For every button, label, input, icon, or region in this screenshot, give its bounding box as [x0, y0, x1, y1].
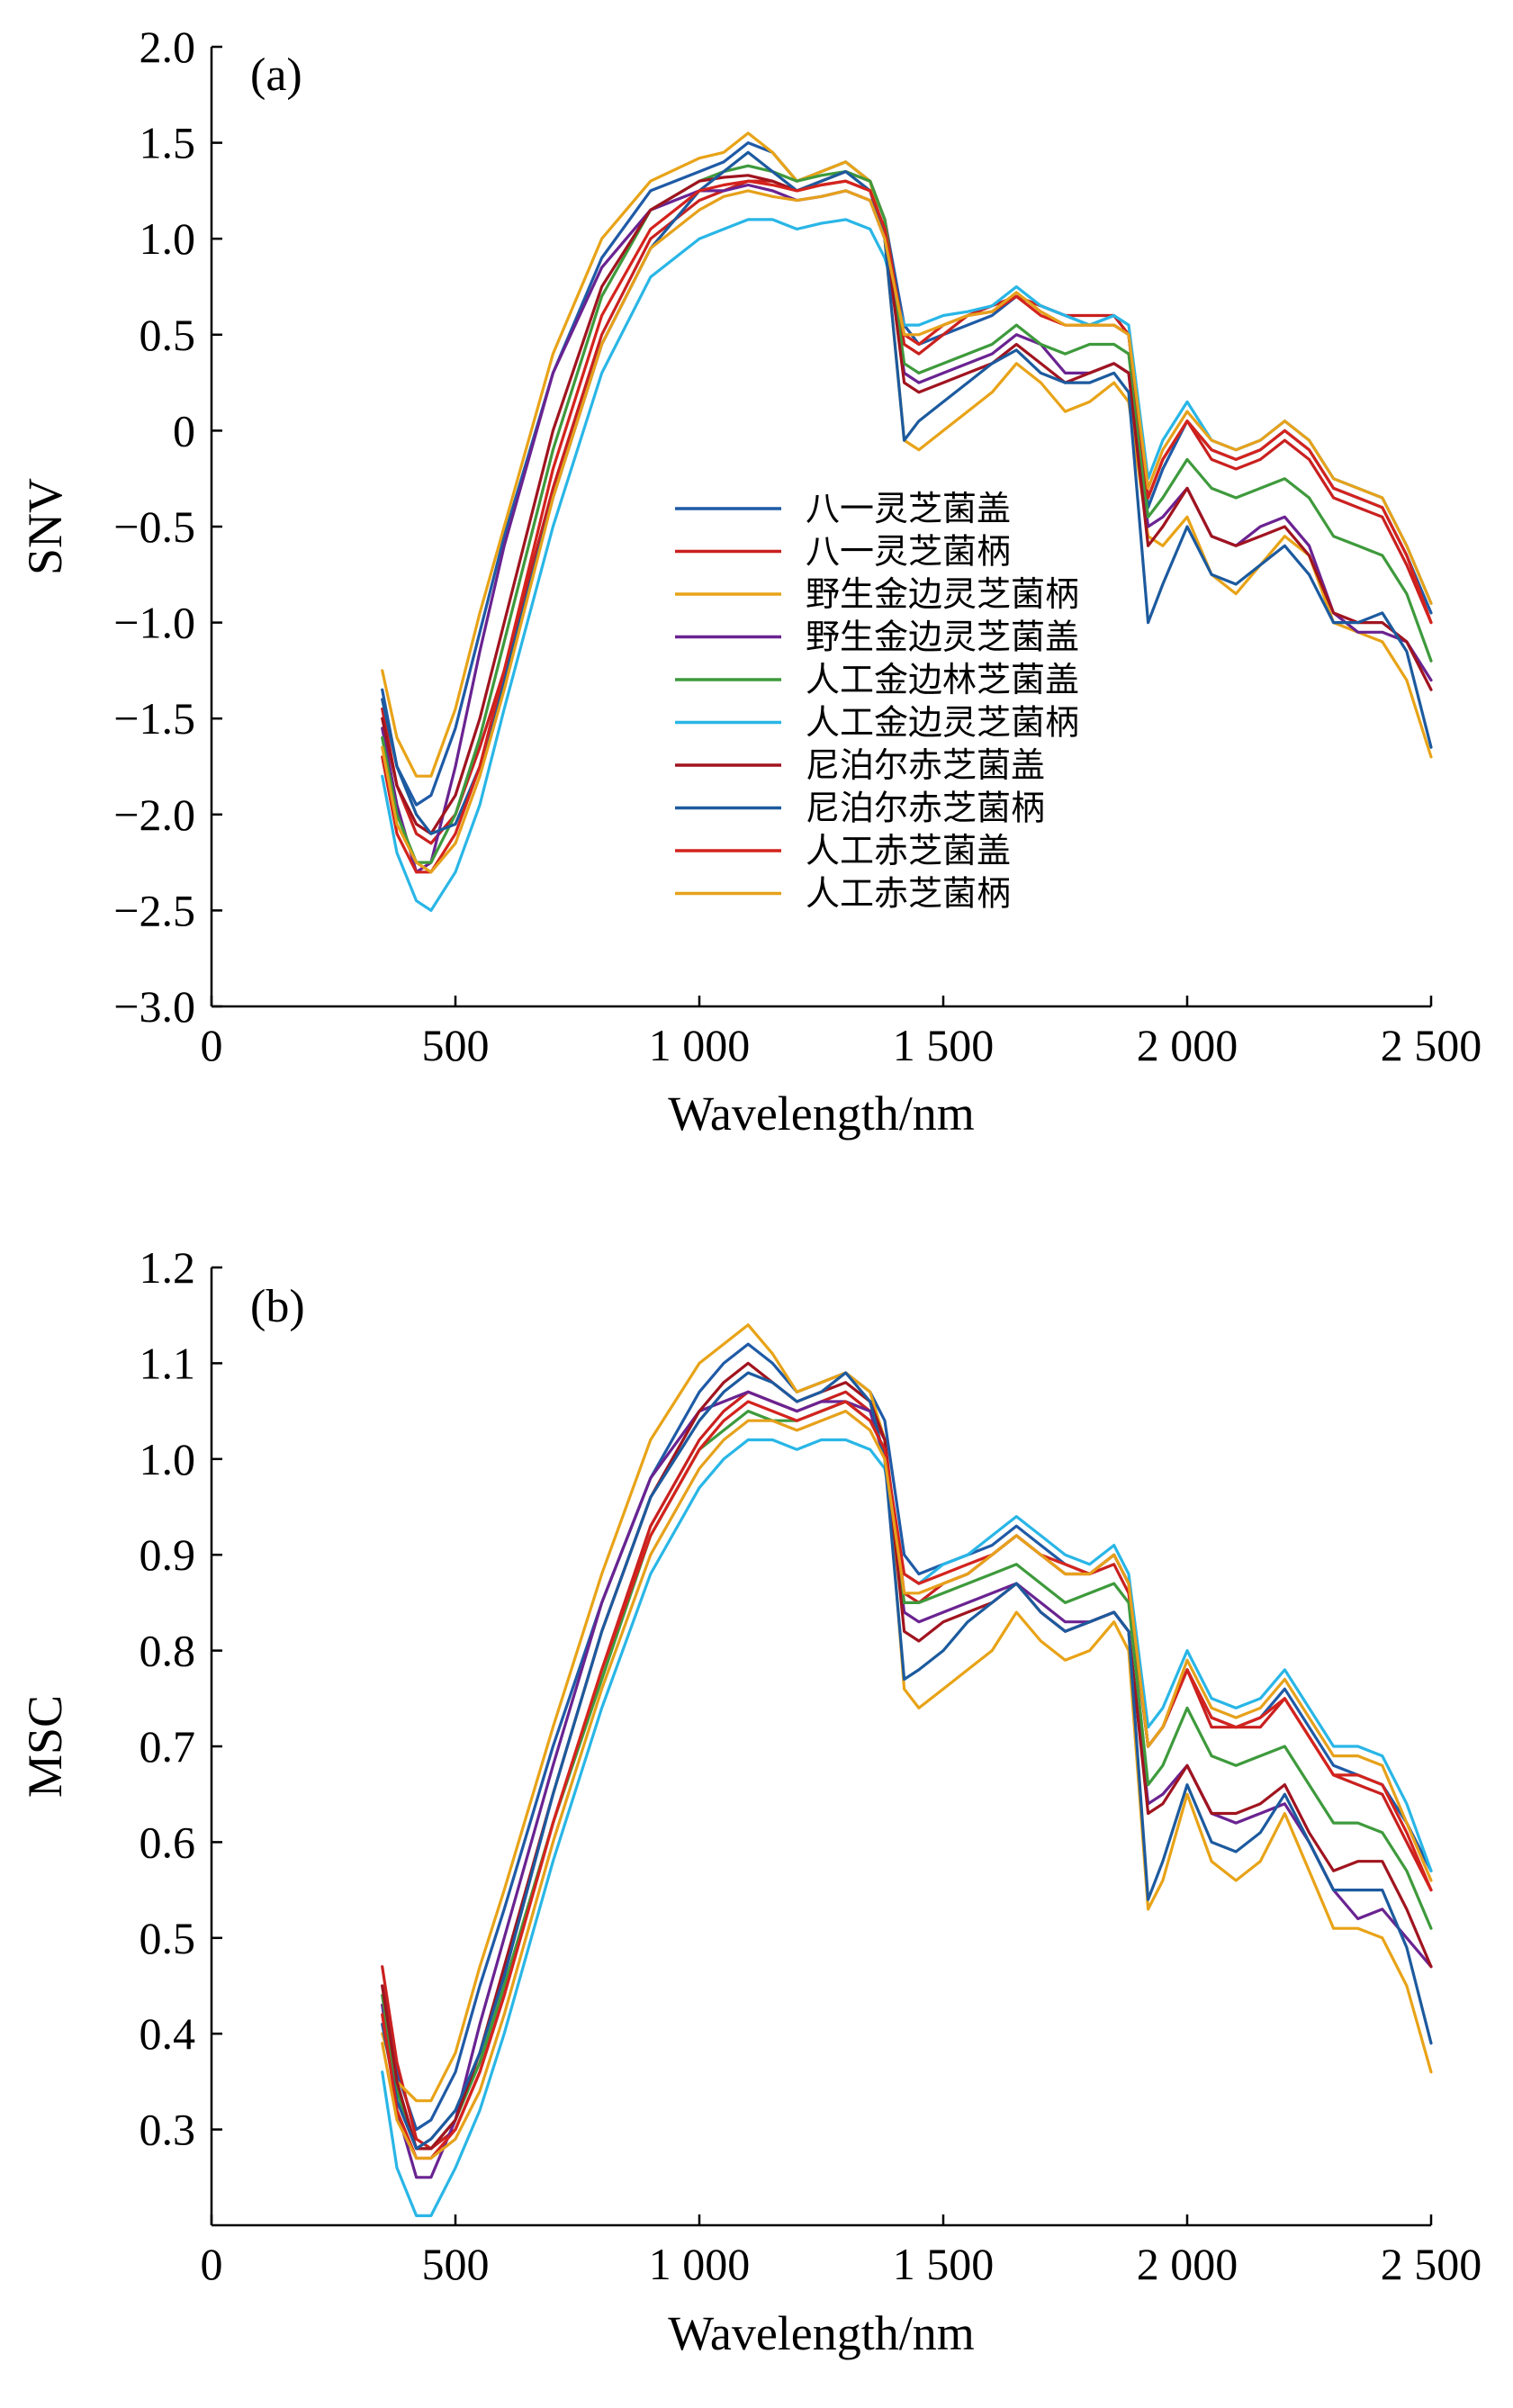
- series-line-2: [381, 170, 1433, 845]
- series-line-3: [381, 1323, 1433, 2103]
- y-tick-label: 1.0: [140, 1434, 196, 1484]
- y-tick-label: 0.7: [140, 1721, 196, 1772]
- y-tick-label: −1.5: [113, 693, 195, 744]
- y-tick-label: 0.8: [140, 1626, 196, 1676]
- series-line-8: [381, 1371, 1433, 2151]
- series-line-10: [381, 1409, 1433, 2160]
- legend-label-5: 人工金边林芝菌盖: [806, 660, 1079, 699]
- y-tick-label: 0.5: [140, 310, 196, 360]
- x-tick-label: 2 000: [1137, 2239, 1238, 2289]
- series-line-9: [381, 1400, 1433, 2160]
- chart-panel-a: 0 500 1 000 1 500 2 000 2 500 −3.0 −2.5 −2.0 −1.5…: [18, 22, 1481, 1141]
- y-tick-label: 1.5: [140, 118, 196, 168]
- y-tick-label: 0.6: [140, 1817, 196, 1867]
- panel-label: (b): [250, 1281, 305, 1332]
- legend-label-8: 尼泊尔赤芝菌柄: [806, 789, 1045, 828]
- legend-label-3: 野生金边灵芝菌柄: [806, 574, 1079, 614]
- y-tick-label: 0: [173, 405, 195, 455]
- y-tick-label: −2.0: [113, 789, 195, 840]
- panel-label: (a): [250, 50, 302, 101]
- y-tick-label: −1.0: [113, 598, 195, 648]
- chart-panel-b: 0 500 1 000 1 500 2 000 2 500 0.3 0.4 0.5 0.6 0.7 0…: [18, 1242, 1481, 2360]
- x-tick-label: 1 500: [893, 2239, 995, 2289]
- x-axis-title: Wavelength/nm: [668, 2306, 975, 2360]
- legend-label-7: 尼泊尔赤芝菌盖: [806, 745, 1045, 785]
- y-tick-label: 1.2: [140, 1242, 196, 1293]
- legend-label-4: 野生金边灵芝菌盖: [806, 618, 1079, 657]
- y-tick-label: −0.5: [113, 501, 195, 552]
- y-axis-title: SNV: [18, 478, 72, 575]
- legend-label-6: 人工金边灵芝菌柄: [806, 703, 1079, 743]
- series-line-4: [381, 1390, 1433, 2179]
- x-tick-label: 2 500: [1381, 2239, 1482, 2289]
- legend-label-2: 八一灵芝菌柄: [806, 532, 1011, 572]
- series-line-1: [381, 1342, 1433, 2132]
- series-line-4: [381, 183, 1433, 874]
- x-tick-label: 1 000: [649, 1020, 751, 1070]
- x-tick-label: 0: [201, 1020, 223, 1070]
- series-line-5: [381, 164, 1433, 864]
- y-tick-label: 0.4: [140, 2008, 196, 2059]
- legend-label-1: 八一灵芝菌盖: [806, 489, 1011, 528]
- x-tick-label: 2 500: [1381, 1020, 1482, 1070]
- x-tick-label: 500: [422, 1020, 490, 1070]
- y-tick-label: −3.0: [113, 981, 195, 1032]
- y-tick-label: 0.9: [140, 1529, 196, 1580]
- series-line-7: [381, 174, 1433, 835]
- x-tick-label: 500: [422, 2239, 490, 2289]
- y-tick-label: −2.5: [113, 885, 195, 935]
- x-tick-label: 1 000: [649, 2239, 751, 2289]
- y-tick-label: 0.5: [140, 1913, 196, 1963]
- series-line-7: [381, 1361, 1433, 2151]
- series-line-10: [381, 189, 1433, 874]
- series-line-6: [381, 1438, 1433, 2217]
- legend-label-10: 人工赤芝菌柄: [806, 874, 1011, 914]
- x-axis-title: Wavelength/nm: [668, 1087, 975, 1141]
- y-tick-label: 1.1: [140, 1338, 196, 1388]
- x-tick-label: 0: [201, 2239, 223, 2289]
- y-axis-title: MSC: [18, 1695, 72, 1798]
- y-tick-label: 0.3: [140, 2105, 196, 2155]
- x-tick-label: 2 000: [1137, 1020, 1238, 1070]
- y-tick-label: 2.0: [140, 22, 196, 72]
- y-tick-label: 1.0: [140, 213, 196, 264]
- legend-label-9: 人工赤芝菌盖: [806, 831, 1011, 870]
- x-tick-label: 1 500: [893, 1020, 995, 1070]
